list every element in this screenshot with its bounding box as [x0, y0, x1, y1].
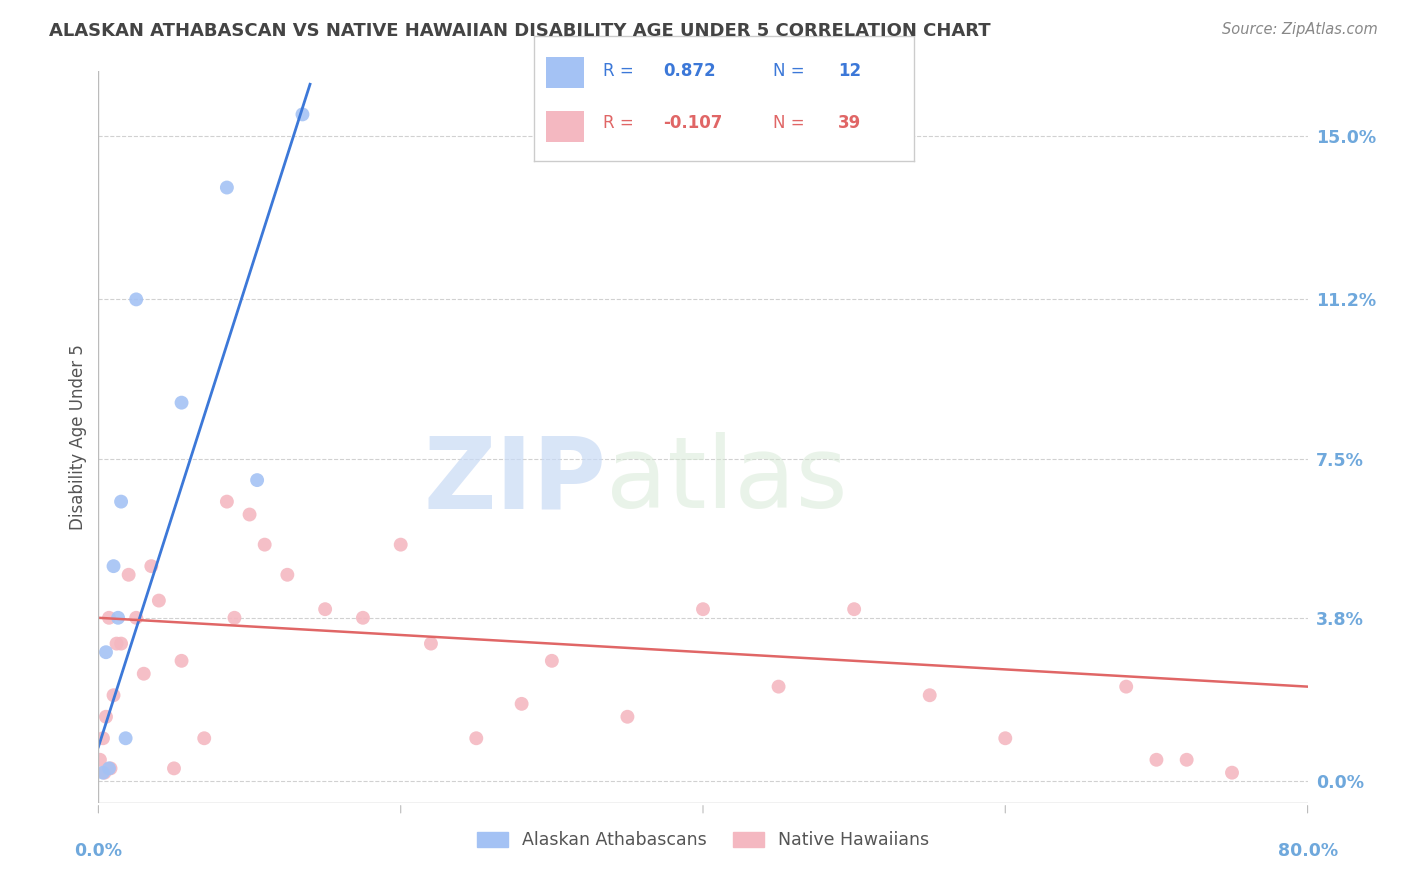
Point: [100, 761, 122, 775]
Point: [540, 654, 562, 668]
Point: [215, 180, 238, 194]
Text: -0.107: -0.107: [664, 114, 723, 132]
Text: N =: N =: [773, 62, 810, 79]
Point: [91, 765, 114, 780]
Text: ZIP: ZIP: [423, 433, 606, 530]
Point: [314, 602, 336, 616]
Point: [148, 593, 170, 607]
Point: [768, 680, 790, 694]
Point: [465, 731, 488, 746]
Point: [103, 559, 125, 574]
Point: [510, 697, 533, 711]
Point: [107, 611, 129, 625]
Point: [105, 637, 128, 651]
Text: ALASKAN ATHABASCAN VS NATIVE HAWAIIAN DISABILITY AGE UNDER 5 CORRELATION CHART: ALASKAN ATHABASCAN VS NATIVE HAWAIIAN DI…: [49, 22, 991, 40]
Point: [110, 637, 132, 651]
Text: 39: 39: [838, 114, 862, 132]
Point: [118, 567, 141, 582]
Point: [246, 473, 269, 487]
Legend: Alaskan Athabascans, Native Hawaiians: Alaskan Athabascans, Native Hawaiians: [470, 824, 936, 856]
Text: 80.0%: 80.0%: [1278, 842, 1337, 860]
Text: atlas: atlas: [606, 433, 848, 530]
Point: [420, 637, 443, 651]
Point: [224, 611, 246, 625]
Point: [103, 688, 125, 702]
Text: R =: R =: [603, 62, 638, 79]
Text: 0.872: 0.872: [664, 62, 716, 79]
Point: [98, 761, 121, 775]
Text: R =: R =: [603, 114, 638, 132]
Y-axis label: Disability Age Under 5: Disability Age Under 5: [69, 344, 87, 530]
Point: [844, 602, 866, 616]
Point: [616, 710, 638, 724]
Text: 0.0%: 0.0%: [75, 842, 122, 860]
Point: [352, 611, 374, 625]
Point: [389, 538, 412, 552]
Point: [94, 710, 117, 724]
Point: [253, 538, 276, 552]
Point: [89, 753, 111, 767]
Point: [114, 731, 136, 746]
Point: [1146, 753, 1168, 767]
Point: [110, 494, 132, 508]
Point: [239, 508, 262, 522]
Text: 12: 12: [838, 62, 860, 79]
Point: [93, 765, 115, 780]
Text: Source: ZipAtlas.com: Source: ZipAtlas.com: [1222, 22, 1378, 37]
Point: [1220, 765, 1243, 780]
Point: [215, 494, 238, 508]
Point: [94, 645, 117, 659]
Point: [692, 602, 714, 616]
Point: [291, 107, 314, 121]
Point: [994, 731, 1017, 746]
Point: [276, 567, 298, 582]
Point: [125, 611, 148, 625]
Point: [98, 611, 121, 625]
Point: [132, 666, 155, 681]
Point: [170, 395, 193, 409]
Point: [91, 731, 114, 746]
Point: [1115, 680, 1137, 694]
Point: [1175, 753, 1198, 767]
Point: [193, 731, 215, 746]
Point: [125, 293, 148, 307]
FancyBboxPatch shape: [546, 57, 583, 88]
Point: [163, 761, 186, 775]
Point: [170, 654, 193, 668]
Point: [918, 688, 941, 702]
Point: [141, 559, 163, 574]
Text: N =: N =: [773, 114, 810, 132]
FancyBboxPatch shape: [546, 111, 583, 142]
